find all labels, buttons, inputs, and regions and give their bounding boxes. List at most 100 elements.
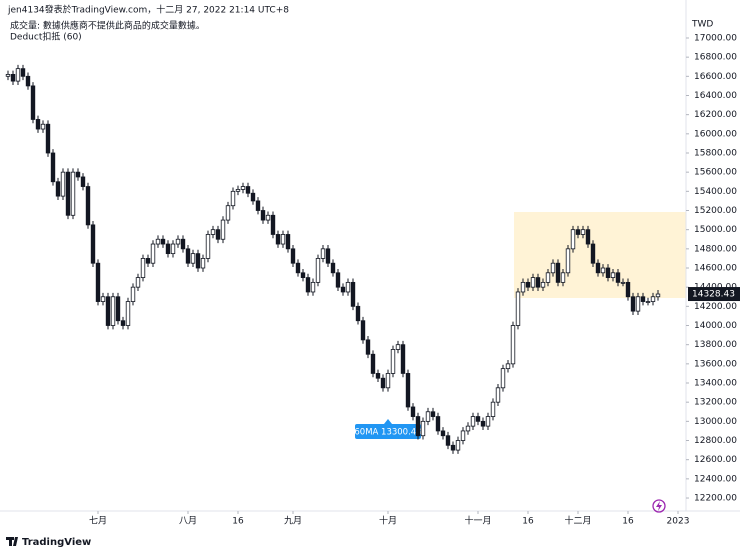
candle-body bbox=[90, 224, 96, 264]
candle-body bbox=[350, 281, 356, 307]
candle-body bbox=[80, 176, 86, 187]
footer: TradingView bbox=[6, 537, 91, 548]
candle-body bbox=[475, 416, 481, 422]
candle-body bbox=[535, 277, 541, 288]
candle-body bbox=[210, 229, 216, 235]
candle-body bbox=[255, 200, 261, 211]
candle-body bbox=[450, 444, 456, 451]
candle-body bbox=[105, 296, 111, 326]
candle-body bbox=[230, 190, 236, 207]
candle-body bbox=[605, 267, 611, 278]
candle-body bbox=[295, 262, 301, 274]
candle-body bbox=[135, 277, 141, 288]
indicator-label: Deduct扣抵 (60) bbox=[10, 31, 82, 43]
candle-body bbox=[560, 272, 566, 283]
candle-body bbox=[530, 277, 536, 288]
candle-body bbox=[115, 296, 121, 322]
x-tick-label: 九月 bbox=[284, 516, 302, 527]
candle-body bbox=[615, 272, 621, 283]
candle-body bbox=[425, 411, 431, 422]
ma-label: 60MA 13300.48 bbox=[354, 428, 421, 438]
x-tick-label: 十月 bbox=[379, 515, 397, 527]
candle-body bbox=[125, 301, 131, 326]
y-tick-label: 13600.00 bbox=[694, 359, 737, 369]
y-tick-label: 16800.00 bbox=[694, 53, 737, 63]
x-tick-label: 七月 bbox=[89, 516, 107, 527]
y-tick-label: 14000.00 bbox=[694, 321, 737, 331]
candle-body bbox=[440, 430, 446, 437]
candle-body bbox=[190, 253, 196, 264]
candle-body bbox=[500, 368, 506, 389]
ma-tooltip-box bbox=[355, 424, 421, 439]
candle-body bbox=[545, 272, 551, 283]
y-tick-label: 15400.00 bbox=[694, 187, 737, 197]
candle-body bbox=[320, 248, 326, 259]
candle-body bbox=[435, 416, 441, 432]
candle-body bbox=[40, 123, 46, 130]
candle-body bbox=[365, 339, 371, 355]
candle-body bbox=[35, 119, 41, 130]
candle-body bbox=[505, 363, 511, 370]
candle-body bbox=[565, 248, 571, 274]
candle-body bbox=[345, 281, 351, 293]
y-tick-label: 12800.00 bbox=[694, 436, 737, 446]
candle-body bbox=[60, 171, 66, 197]
candle-body bbox=[175, 238, 181, 245]
y-tick-label: 13200.00 bbox=[694, 398, 737, 408]
candle-body bbox=[655, 293, 661, 298]
y-tick-label: 15200.00 bbox=[694, 206, 737, 216]
y-tick-label: 16200.00 bbox=[694, 110, 737, 120]
author-line: jen4134發表於TradingView.com，十二月 27, 2022 2… bbox=[7, 4, 289, 16]
candle-body bbox=[455, 440, 461, 451]
y-tick-label: 13000.00 bbox=[694, 417, 737, 427]
candle-body bbox=[165, 243, 171, 255]
candle-body bbox=[275, 234, 281, 245]
candle-body bbox=[465, 425, 471, 432]
candle-body bbox=[110, 296, 116, 326]
x-tick-label: 十一月 bbox=[464, 515, 491, 527]
candle-body bbox=[335, 272, 341, 288]
candle-body bbox=[25, 75, 31, 87]
candle-body bbox=[150, 243, 156, 264]
candle-body bbox=[555, 262, 561, 283]
candle-body bbox=[45, 123, 51, 154]
candle-body bbox=[410, 406, 416, 417]
candle-body bbox=[390, 349, 396, 374]
candle-body bbox=[145, 258, 151, 264]
candle-body bbox=[460, 430, 466, 441]
y-tick-label: 13800.00 bbox=[694, 340, 737, 350]
x-tick-label: 八月 bbox=[179, 516, 197, 527]
candle-body bbox=[340, 286, 346, 293]
y-tick-label: 12200.00 bbox=[694, 494, 737, 504]
candle-body bbox=[540, 281, 546, 288]
candle-body bbox=[650, 296, 656, 302]
candle-body bbox=[5, 74, 11, 77]
candle-body bbox=[375, 373, 381, 379]
y-tick-label: 17000.00 bbox=[694, 33, 737, 43]
y-tick-label: 15800.00 bbox=[694, 148, 737, 158]
candle-body bbox=[590, 243, 596, 264]
candle-body bbox=[575, 229, 581, 235]
candle-body bbox=[380, 377, 386, 389]
y-tick-label: 16600.00 bbox=[694, 72, 737, 82]
candle-body bbox=[220, 219, 226, 240]
candle-body bbox=[160, 238, 166, 245]
candle-body bbox=[485, 416, 491, 427]
candle-body bbox=[550, 262, 556, 274]
candle-body bbox=[20, 68, 26, 77]
candle-body bbox=[430, 411, 436, 417]
candle-body bbox=[510, 325, 516, 365]
candle-body bbox=[260, 210, 266, 221]
candle-body bbox=[330, 262, 336, 274]
y-tick-label: 12600.00 bbox=[694, 455, 737, 465]
candle-body bbox=[610, 272, 616, 278]
candle-body bbox=[270, 214, 276, 235]
candle-body bbox=[595, 262, 601, 274]
x-tick-label: 2023 bbox=[667, 517, 690, 527]
candle-body bbox=[325, 248, 331, 264]
candle-body bbox=[225, 205, 231, 221]
currency: TWD bbox=[691, 20, 713, 30]
candle-body bbox=[170, 243, 176, 255]
candle-body bbox=[130, 286, 136, 302]
